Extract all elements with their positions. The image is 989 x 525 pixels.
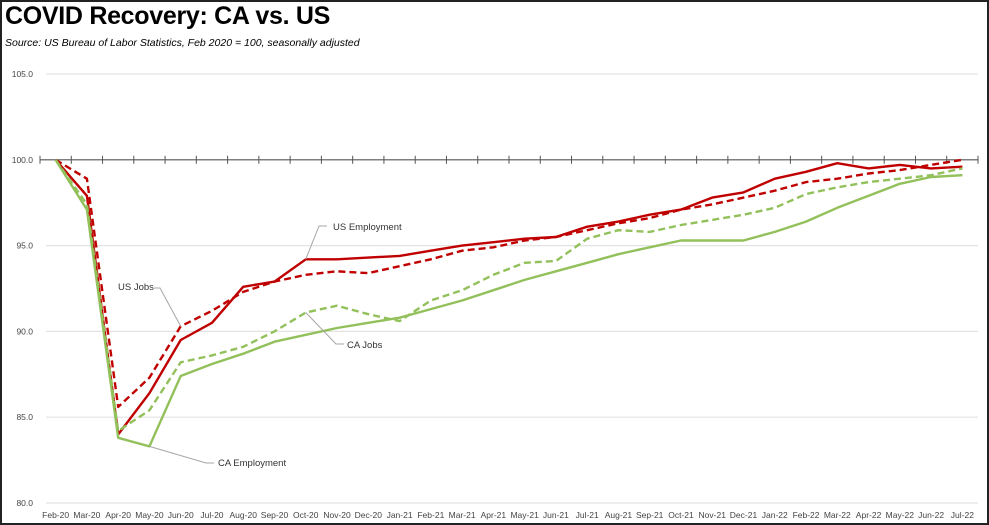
series-ca-employment — [54, 159, 963, 448]
y-tick-label: 90.0 — [16, 326, 33, 336]
x-tick-label: Mar-20 — [73, 510, 100, 520]
x-tick-label: May-21 — [510, 510, 539, 520]
x-tick-label: Jun-22 — [918, 510, 944, 520]
x-tick-label: Dec-20 — [355, 510, 383, 520]
x-tick-label: Mar-22 — [824, 510, 851, 520]
annotation-label: CA Employment — [218, 458, 286, 469]
x-tick-label: Jun-21 — [543, 510, 569, 520]
x-tick-label: Apr-22 — [856, 510, 882, 520]
series-lines — [54, 158, 963, 448]
annotations: US Employment US Jobs CA Jobs CA Employment — [118, 222, 402, 469]
annotation-leader — [305, 225, 327, 260]
x-tick-label: Apr-21 — [481, 510, 507, 520]
annotation-leader — [305, 312, 344, 345]
annotation-leader — [154, 287, 182, 327]
y-tick-label: 80.0 — [16, 498, 33, 508]
x-axis: Feb-20 Mar-20 Apr-20 May-20 Jun-20 Jul-20 Aug-… — [42, 510, 974, 520]
series-us-employment — [54, 159, 963, 436]
y-tick-label: 95.0 — [16, 241, 33, 251]
x-tick-label: Sep-20 — [261, 510, 289, 520]
x-tick-label: Jul-22 — [951, 510, 974, 520]
chart-title: COVID Recovery: CA vs. US — [5, 2, 331, 30]
x-tick-label: Jul-21 — [576, 510, 599, 520]
x-tick-label: Oct-21 — [668, 510, 694, 520]
series-us-jobs — [54, 158, 963, 409]
x-tick-label: Dec-21 — [730, 510, 758, 520]
y-tick-label: 105.0 — [12, 69, 34, 79]
x-tick-label: Feb-20 — [42, 510, 69, 520]
x-tick-label: May-22 — [886, 510, 915, 520]
x-tick-label: Nov-21 — [699, 510, 727, 520]
x-tick-label: Mar-21 — [449, 510, 476, 520]
x-tick-label: Aug-20 — [230, 510, 258, 520]
annotation-leader — [149, 445, 214, 464]
x-tick-label: Apr-20 — [105, 510, 131, 520]
series-ca-jobs — [54, 159, 963, 433]
x-tick-label: Sep-21 — [636, 510, 664, 520]
x-tick-label: Jan-21 — [387, 510, 413, 520]
x-tick-label: Jul-20 — [200, 510, 223, 520]
y-tick-label: 100.0 — [12, 155, 34, 165]
annotation-label: US Employment — [333, 222, 402, 233]
x-tick-label: Jan-22 — [762, 510, 788, 520]
x-tick-label: Feb-21 — [417, 510, 444, 520]
x-tick-label: Oct-20 — [293, 510, 319, 520]
annotation-label: US Jobs — [118, 282, 154, 293]
x-tick-label: Nov-20 — [323, 510, 351, 520]
y-axis: 80.0 85.0 90.0 95.0 100.0 105.0 — [12, 69, 34, 508]
chart-subtitle: Source: US Bureau of Labor Statistics, F… — [5, 37, 360, 49]
x-tick-label: Aug-21 — [605, 510, 633, 520]
x-tick-label: May-20 — [135, 510, 164, 520]
x-tick-label: Jun-20 — [168, 510, 194, 520]
annotation-label: CA Jobs — [347, 340, 383, 351]
gridlines — [46, 73, 978, 504]
y-tick-label: 85.0 — [16, 412, 33, 422]
x-tick-label: Feb-22 — [793, 510, 820, 520]
